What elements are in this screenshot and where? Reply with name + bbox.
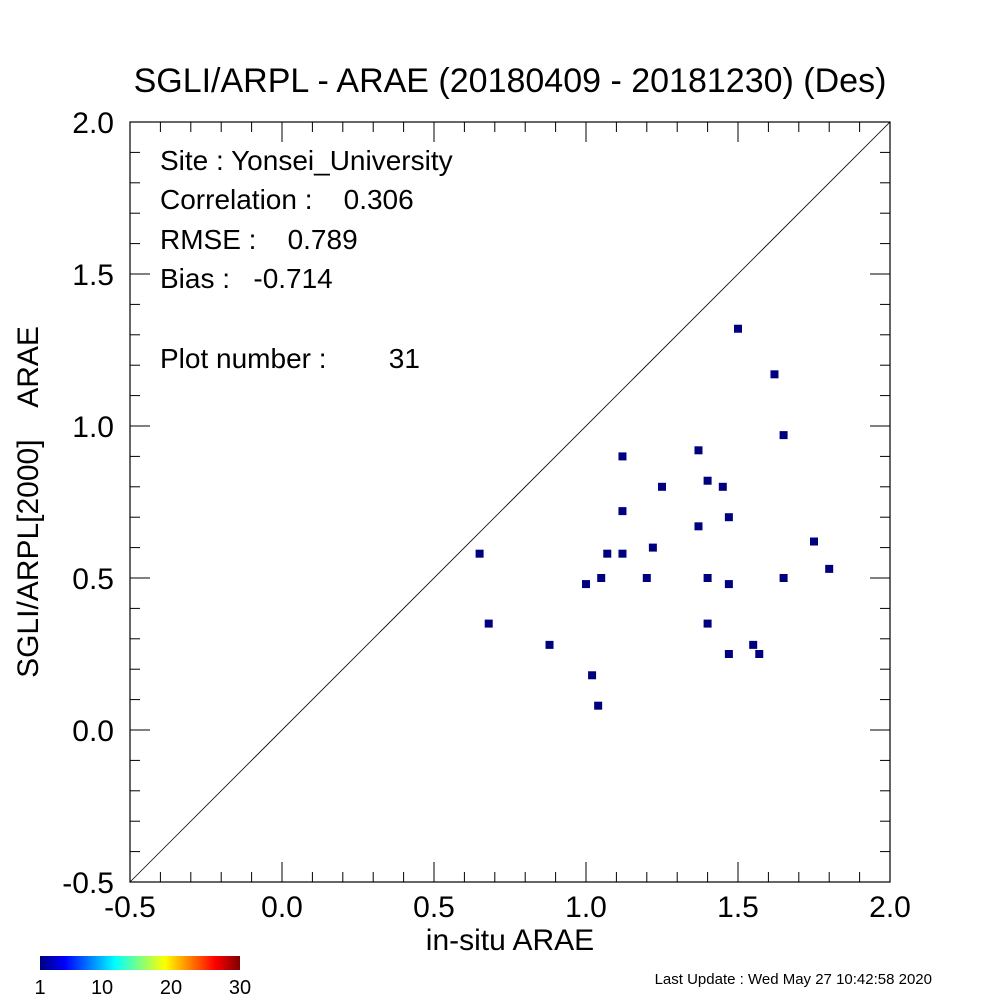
colorbar-tick-labels: 1 10 20 30 (34, 977, 251, 999)
data-point (734, 324, 742, 333)
x-axis-label: in-situ ARAE (426, 924, 594, 957)
x-tick-label: 0.5 (413, 891, 455, 924)
data-point (475, 549, 484, 558)
last-update: Last Update : Wed May 27 10:42:58 2020 (655, 971, 932, 988)
data-point (648, 543, 657, 552)
y-axis-label: SGLI/ARPL[2000] ARAE (12, 326, 45, 678)
data-point (582, 580, 590, 589)
data-point (724, 513, 733, 522)
data-point (724, 580, 733, 589)
x-tick-label: 0.0 (261, 891, 303, 924)
data-points (475, 324, 834, 710)
axis-ticks (129, 121, 891, 883)
colorbar-tick-label: 10 (91, 977, 113, 999)
y-tick-label: 2.0 (72, 107, 114, 140)
y-tick-label: 1.5 (72, 259, 114, 292)
stats-correlation: Correlation : 0.306 (160, 184, 414, 215)
colorbar-tick-label: 20 (160, 977, 182, 999)
stats-plot-number: Plot number : 31 (160, 343, 420, 374)
data-point (618, 452, 627, 461)
chart-title: SGLI/ARPL - ARAE (20180409 - 20181230) (… (134, 62, 887, 100)
data-point (618, 507, 627, 516)
data-point (588, 671, 597, 680)
y-tick-label: -0.5 (62, 867, 114, 900)
data-point (694, 522, 703, 531)
stats-rmse: RMSE : 0.789 (160, 224, 358, 255)
data-point (749, 640, 758, 649)
x-tick-label: 2.0 (869, 891, 911, 924)
data-point (703, 476, 712, 485)
colorbar-tick-label: 30 (229, 977, 251, 999)
y-tick-label: 1.0 (72, 411, 114, 444)
data-point (694, 446, 703, 455)
data-point (642, 574, 651, 582)
data-point (779, 574, 788, 582)
data-point (594, 701, 603, 710)
data-point (779, 431, 788, 440)
one-to-one-line (129, 121, 891, 883)
data-point (755, 650, 764, 658)
data-point (545, 640, 554, 649)
colorbar (40, 956, 240, 970)
x-tick-labels: -0.5 0.0 0.5 1.0 1.5 2.0 (104, 891, 911, 924)
data-point (770, 370, 779, 379)
data-point (810, 537, 818, 546)
x-tick-label: 1.0 (565, 891, 607, 924)
y-tick-label: 0.0 (72, 715, 114, 748)
x-tick-label: 1.5 (717, 891, 759, 924)
data-point (597, 574, 606, 582)
stats-site: Site : Yonsei_University (160, 145, 453, 176)
colorbar-tick-label: 1 (34, 977, 45, 999)
plot-frame (129, 121, 891, 883)
data-point (703, 619, 712, 628)
data-point (484, 619, 493, 628)
x-tick-label: -0.5 (104, 891, 156, 924)
data-point (724, 650, 733, 658)
data-point (703, 574, 712, 582)
data-point (618, 549, 627, 558)
data-point (658, 482, 666, 491)
y-tick-label: 0.5 (72, 563, 114, 596)
stats-bias: Bias : -0.714 (160, 263, 333, 294)
y-tick-labels: -0.5 0.0 0.5 1.0 1.5 2.0 (62, 107, 114, 900)
data-point (825, 564, 834, 573)
data-point (603, 549, 612, 558)
stats-block: Site : Yonsei_University Correlation : 0… (160, 145, 453, 374)
data-point (718, 482, 727, 491)
